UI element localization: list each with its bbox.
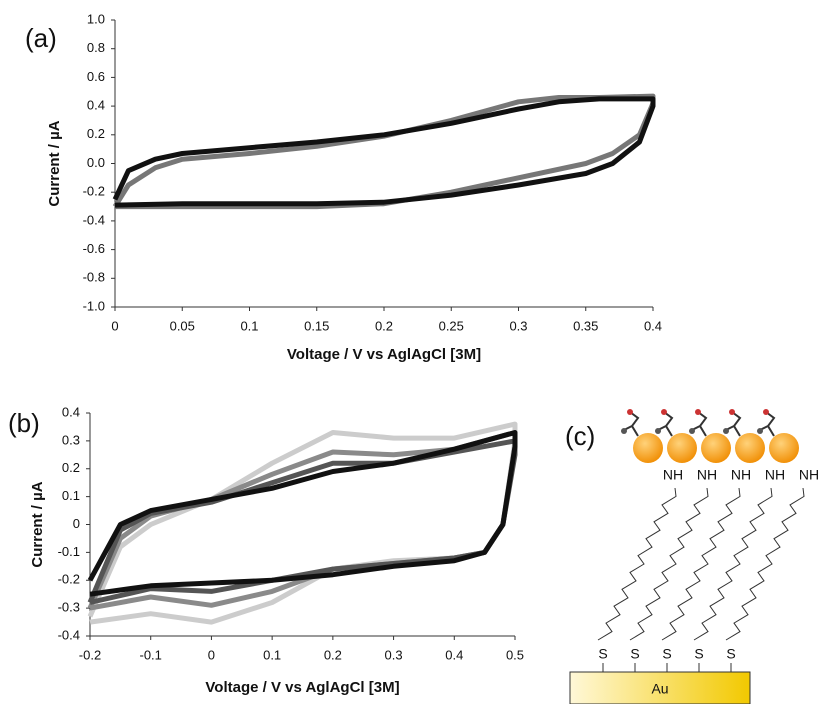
x-tick-label: 0.3 bbox=[509, 318, 527, 333]
y-tick-label: -1.0 bbox=[83, 298, 105, 313]
x-axis-label: Voltage / V vs AglAgCl [3M] bbox=[205, 679, 399, 696]
x-tick-label: 0.25 bbox=[439, 318, 464, 333]
thiol-label: S bbox=[630, 646, 639, 662]
alkyl-chain bbox=[661, 487, 741, 641]
y-tick-label: -0.3 bbox=[58, 600, 80, 615]
x-axis-label: Voltage / V vs AglAgCl [3M] bbox=[287, 346, 481, 363]
x-tick-label: -0.1 bbox=[140, 647, 162, 662]
ligand-atom bbox=[723, 428, 729, 434]
y-tick-label: -0.8 bbox=[83, 270, 105, 285]
ligand-atom bbox=[695, 409, 701, 415]
amine-label: NH bbox=[731, 467, 751, 483]
chart-panel: (b) 0.4 0.3 0.2 0.1 0 -0.1 -0.2 -0.3 -0.4 -0.2 -0.1… bbox=[8, 404, 524, 696]
x-tick-label: 0.2 bbox=[375, 318, 393, 333]
y-tick-label: 0 bbox=[73, 516, 80, 531]
amine-label: NH bbox=[799, 467, 819, 483]
ligand-atom bbox=[763, 409, 769, 415]
alkyl-chain bbox=[693, 487, 773, 641]
cv-curve bbox=[87, 430, 518, 597]
y-axis-label: Current / µA bbox=[46, 120, 63, 206]
x-tick-label: 0.4 bbox=[445, 647, 463, 662]
y-axis-label: Current / µA bbox=[29, 481, 46, 567]
panel-label: (b) bbox=[8, 408, 40, 438]
ligand-atom bbox=[621, 428, 627, 434]
alkyl-chain bbox=[597, 487, 677, 641]
ligand-atom bbox=[655, 428, 661, 434]
amine-label: NH bbox=[663, 467, 683, 483]
ligand-atom bbox=[627, 409, 633, 415]
thiol-label: S bbox=[598, 646, 607, 662]
panel-label: (c) bbox=[565, 421, 595, 451]
x-tick-label: 0.3 bbox=[385, 647, 403, 662]
x-tick-label: 0.5 bbox=[506, 647, 524, 662]
y-tick-label: -0.1 bbox=[58, 544, 80, 559]
y-tick-label: 0.8 bbox=[87, 40, 105, 55]
y-tick-label: 0.4 bbox=[62, 404, 80, 419]
x-tick-label: 0 bbox=[208, 647, 215, 662]
amine-label: NH bbox=[765, 467, 785, 483]
y-tick-label: -0.6 bbox=[83, 241, 105, 256]
nanoparticle bbox=[735, 433, 765, 463]
ligand-atom bbox=[689, 428, 695, 434]
y-tick-label: 0.3 bbox=[62, 432, 80, 447]
nanoparticle bbox=[701, 433, 731, 463]
alkyl-chain bbox=[725, 487, 805, 641]
substrate-label: Au bbox=[651, 681, 668, 697]
y-tick-label: 0.2 bbox=[87, 126, 105, 141]
cv-curve bbox=[112, 96, 656, 208]
y-tick-label: -0.4 bbox=[58, 627, 80, 642]
ligand-atom bbox=[661, 409, 667, 415]
x-tick-label: 0.2 bbox=[324, 647, 342, 662]
nanoparticle bbox=[667, 433, 697, 463]
ligand-atom bbox=[757, 428, 763, 434]
cv-curve bbox=[87, 430, 518, 611]
y-tick-label: -0.4 bbox=[83, 212, 105, 227]
alkyl-chain bbox=[629, 487, 709, 641]
y-tick-label: 0.6 bbox=[87, 69, 105, 84]
thiol-label: S bbox=[694, 646, 703, 662]
gold-substrate bbox=[569, 671, 751, 704]
y-tick-label: 0.0 bbox=[87, 155, 105, 170]
x-tick-label: 0.05 bbox=[170, 318, 195, 333]
nanoparticle bbox=[769, 433, 799, 463]
thiol-label: S bbox=[726, 646, 735, 662]
y-tick-label: 1.0 bbox=[87, 11, 105, 26]
x-tick-label: 0.15 bbox=[304, 318, 329, 333]
thiol-label: S bbox=[662, 646, 671, 662]
x-tick-label: 0.1 bbox=[240, 318, 258, 333]
nanoparticle bbox=[633, 433, 663, 463]
x-tick-label: 0.4 bbox=[644, 318, 662, 333]
chart-panel: (a) 1.0 0.8 0.6 0.4 0.2 0.0 -0.2 -0.4 -0.6 -0.8 -1.… bbox=[25, 11, 662, 363]
y-tick-label: 0.4 bbox=[87, 98, 105, 113]
ligand-atom bbox=[729, 409, 735, 415]
y-tick-label: 0.2 bbox=[62, 460, 80, 475]
x-tick-label: 0 bbox=[111, 318, 118, 333]
x-tick-label: -0.2 bbox=[79, 647, 101, 662]
panel-label: (a) bbox=[25, 23, 57, 53]
y-tick-label: -0.2 bbox=[58, 572, 80, 587]
monolayer-diagram: (c) Au NH NH NH NH NH S S S S S bbox=[565, 409, 819, 704]
y-tick-label: 0.1 bbox=[62, 488, 80, 503]
y-tick-label: -0.2 bbox=[83, 184, 105, 199]
x-tick-label: 0.35 bbox=[573, 318, 598, 333]
amine-label: NH bbox=[697, 467, 717, 483]
x-tick-label: 0.1 bbox=[263, 647, 281, 662]
